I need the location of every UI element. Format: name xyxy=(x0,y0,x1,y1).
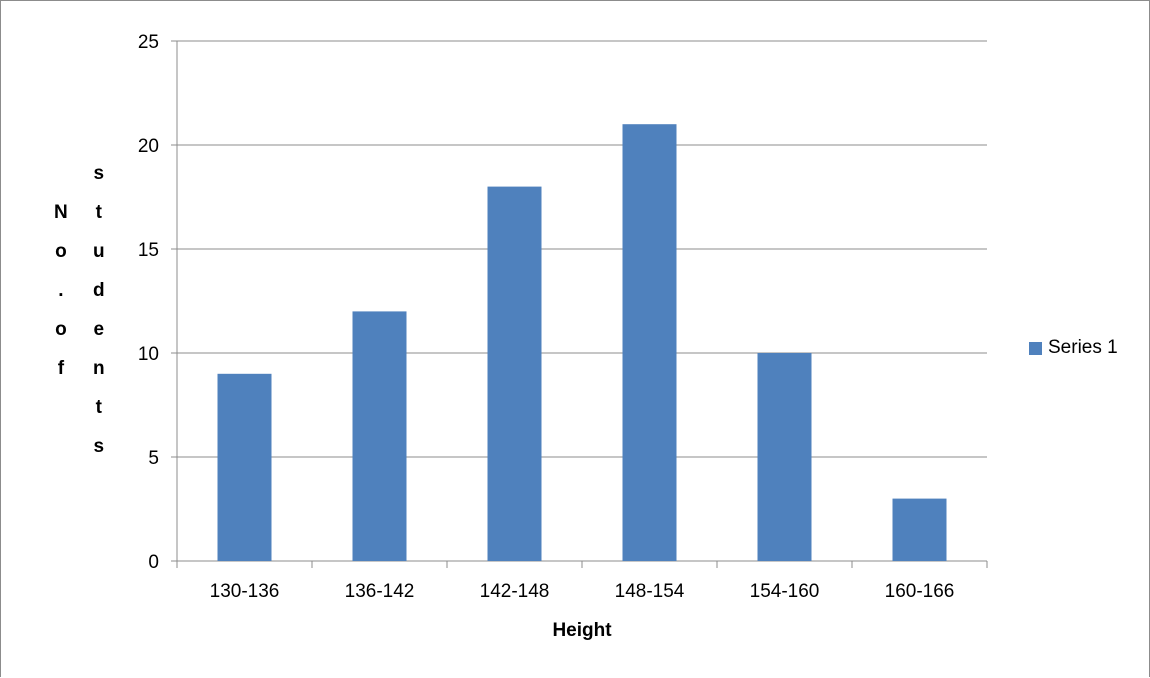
bar-142-148 xyxy=(487,186,542,561)
x-tick-label-154-160: 154-160 xyxy=(750,581,820,602)
y-axis-label-line-2-char-0: s xyxy=(93,163,105,184)
y-axis-label-line-1-char-0: N xyxy=(54,202,68,223)
y-axis-label-line-1-char-3: o xyxy=(55,319,67,340)
y-axis-label-line-2-char-6: t xyxy=(95,397,102,418)
y-axis-label-line-2-char-2: u xyxy=(93,241,105,262)
y-tick-label-0: 0 xyxy=(148,552,159,573)
y-axis-label-line-1-char-2: . xyxy=(58,280,64,301)
x-tick-label-142-148: 142-148 xyxy=(480,581,550,602)
x-tick-label-148-154: 148-154 xyxy=(615,581,685,602)
y-tick-label-10: 10 xyxy=(138,344,159,365)
y-tick-label-20: 20 xyxy=(138,136,159,157)
y-axis-label-line-2-char-1: t xyxy=(95,202,102,223)
legend-swatch-series-1 xyxy=(1029,341,1042,355)
y-tick-label-5: 5 xyxy=(148,448,159,469)
y-tick-label-15: 15 xyxy=(138,240,159,261)
bar-136-142 xyxy=(352,311,407,561)
y-axis-label-line-2-char-5: n xyxy=(93,358,105,379)
x-tick-label-136-142: 136-142 xyxy=(345,581,415,602)
legend-label-series-1: Series 1 xyxy=(1048,337,1118,358)
bar-160-166 xyxy=(892,498,947,561)
bar-130-136 xyxy=(217,373,272,561)
legend: Series 1 xyxy=(1029,337,1118,359)
bar-148-154 xyxy=(622,124,677,561)
y-tick-label-25: 25 xyxy=(138,32,159,53)
x-tick-label-130-136: 130-136 xyxy=(210,581,280,602)
y-axis-label-line-1-char-1: o xyxy=(55,241,67,262)
y-axis-label-line-2-char-3: d xyxy=(93,280,105,301)
x-tick-label-160-166: 160-166 xyxy=(885,581,955,602)
y-axis-label-line-1-char-4: f xyxy=(57,358,65,379)
bar-154-160 xyxy=(757,353,812,561)
y-axis-label-line-2-char-7: s xyxy=(93,436,105,457)
x-axis-title: Height xyxy=(552,620,612,641)
y-axis-label-line-2-char-4: e xyxy=(93,319,105,340)
